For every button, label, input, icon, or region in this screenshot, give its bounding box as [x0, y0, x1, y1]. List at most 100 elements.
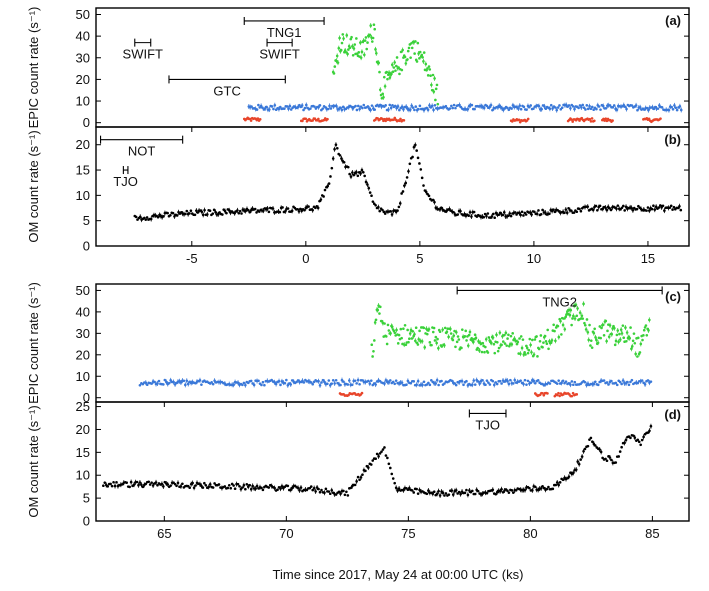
data-point: [611, 106, 615, 109]
data-point: [636, 438, 640, 442]
data-point: [175, 484, 178, 488]
data-point: [369, 379, 373, 383]
data-point: [434, 87, 438, 91]
data-point: [426, 67, 429, 70]
data-point: [531, 338, 534, 342]
data-point: [631, 339, 635, 343]
data-point: [162, 215, 165, 218]
data-point: [396, 209, 399, 212]
data-point: [470, 103, 474, 107]
data-point: [413, 108, 416, 112]
data-point: [304, 117, 308, 121]
data-point: [373, 339, 376, 342]
data-point: [103, 481, 107, 484]
data-point: [415, 487, 418, 491]
data-point: [588, 117, 592, 121]
data-point: [679, 208, 683, 212]
data-point: [633, 341, 637, 345]
data-point: [341, 105, 345, 109]
data-point: [418, 57, 421, 60]
data-point: [394, 379, 398, 382]
panel-label: (c): [665, 289, 681, 304]
y-tick-label: 15: [76, 163, 90, 178]
data-point: [311, 119, 314, 122]
data-point: [591, 440, 594, 443]
data-point: [629, 326, 632, 329]
y-tick-label: 5: [83, 491, 90, 506]
data-point: [309, 485, 313, 488]
data-point: [361, 106, 364, 110]
data-point: [353, 379, 357, 383]
data-point: [371, 36, 375, 40]
data-point: [562, 317, 566, 320]
data-point: [544, 339, 548, 343]
data-point: [510, 120, 514, 123]
data-point: [575, 210, 579, 214]
data-point: [384, 104, 387, 107]
panel-c: 0 10 20 30 40 50 EPIC count rate (s⁻¹) (c) TNG2: [26, 282, 690, 405]
data-point: [610, 458, 613, 462]
data-point: [173, 482, 177, 486]
data-point: [144, 482, 148, 486]
data-point: [261, 106, 264, 109]
data-point: [418, 329, 421, 333]
data-point: [321, 378, 325, 382]
data-point: [672, 205, 676, 209]
data-point: [241, 486, 244, 489]
data-point: [511, 332, 514, 335]
data-point: [612, 104, 616, 107]
data-point: [115, 481, 118, 484]
data-point: [370, 343, 374, 347]
data-point: [317, 487, 320, 491]
data-point: [502, 333, 506, 337]
data-point: [436, 102, 440, 106]
data-point: [616, 204, 620, 207]
data-point: [286, 207, 290, 210]
data-point: [548, 382, 552, 385]
data-point: [212, 208, 216, 212]
data-point: [622, 204, 625, 208]
data-point: [240, 212, 243, 215]
x-tick-label: 15: [641, 251, 655, 266]
data-point: [420, 53, 424, 57]
data-point: [486, 351, 490, 354]
data-point: [539, 334, 543, 337]
data-point: [307, 205, 310, 208]
y-tick-label: 30: [76, 326, 90, 341]
data-point: [447, 493, 451, 496]
data-point: [223, 485, 227, 488]
data-point: [428, 383, 432, 387]
data-point: [399, 50, 403, 54]
data-point: [326, 117, 329, 121]
data-point: [541, 485, 544, 488]
data-point: [611, 119, 614, 122]
data-point: [397, 333, 401, 337]
data-point: [324, 487, 328, 491]
data-point: [501, 213, 505, 217]
data-point: [341, 33, 345, 36]
data-point: [265, 105, 268, 109]
data-point: [452, 210, 455, 214]
data-point: [608, 104, 612, 107]
data-point: [503, 342, 507, 345]
observation-interval: SWIFT: [123, 38, 163, 62]
data-point: [393, 104, 397, 108]
data-point: [630, 378, 634, 382]
data-point: [257, 103, 260, 107]
data-point: [501, 340, 505, 343]
data-point: [355, 37, 358, 40]
y-tick-label: 0: [83, 514, 90, 529]
y-tick-label: 10: [76, 468, 90, 483]
data-point: [552, 208, 555, 211]
data-point: [414, 105, 418, 108]
data-point: [200, 383, 203, 386]
data-point: [346, 494, 350, 497]
data-point: [456, 335, 460, 338]
data-point: [598, 325, 602, 328]
data-point: [210, 380, 213, 384]
y-tick-label: 40: [76, 304, 90, 319]
data-point: [249, 379, 253, 383]
data-point: [527, 348, 531, 352]
data-point: [522, 214, 525, 217]
data-point: [150, 481, 153, 484]
